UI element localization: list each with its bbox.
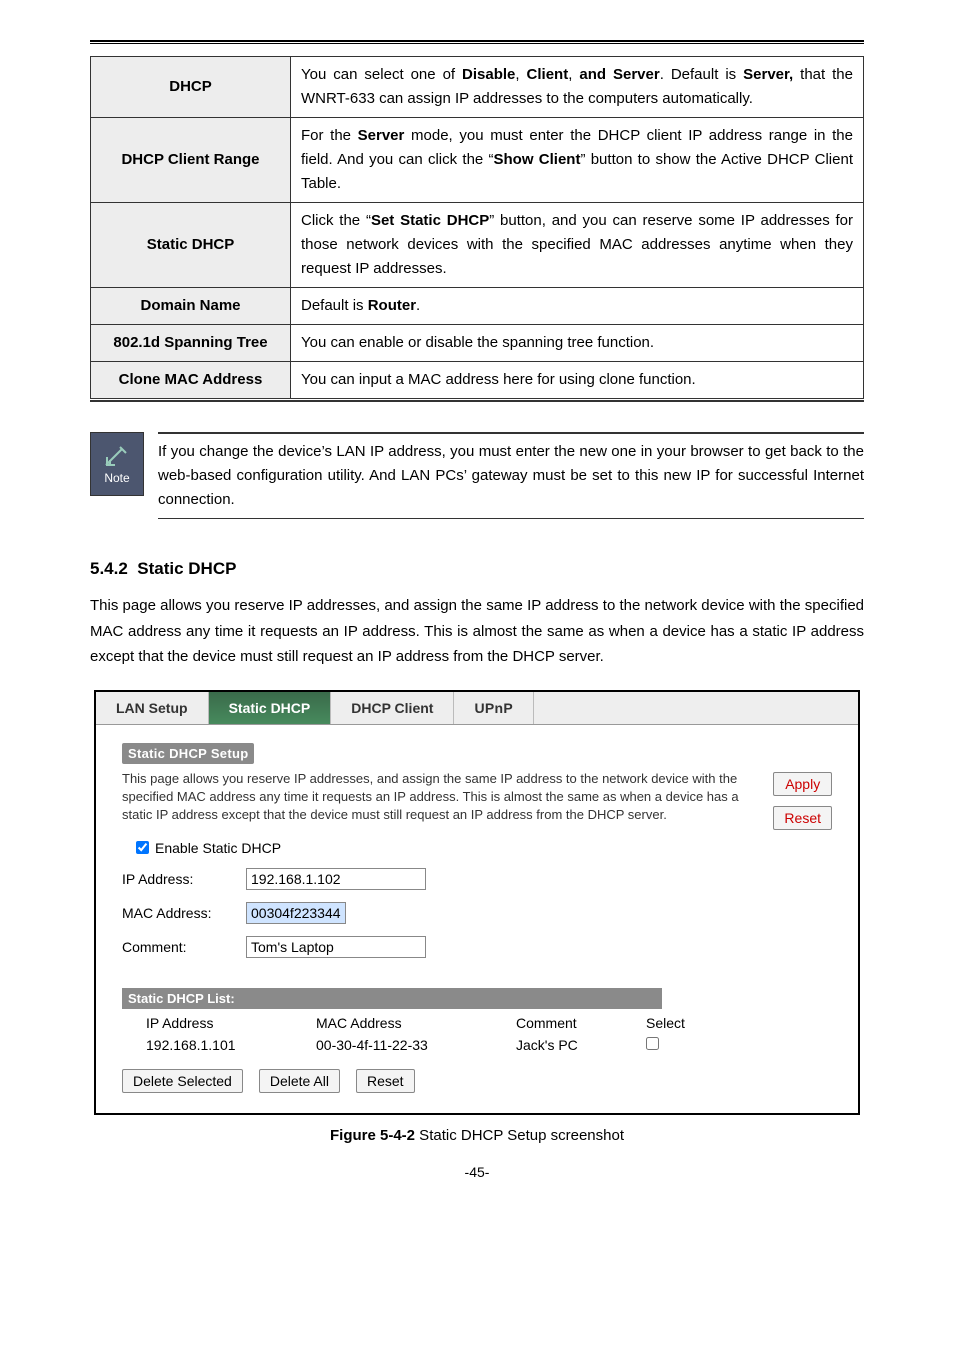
tab-lan-setup[interactable]: LAN Setup [96,692,209,724]
figure-caption: Figure 5-4-2 Static DHCP Setup screensho… [90,1127,864,1144]
list-ip: 192.168.1.101 [146,1037,316,1053]
table-row: Clone MAC AddressYou can input a MAC add… [91,362,864,399]
note-icon: Note [90,432,144,496]
section-heading: 5.4.2 Static DHCP [90,559,864,579]
table-row: Domain NameDefault is Router. [91,288,864,325]
table-bottom-rule [90,398,864,402]
reset-list-button[interactable]: Reset [356,1069,415,1093]
mac-address-input[interactable] [246,902,346,924]
enable-static-dhcp-label: Enable Static DHCP [155,840,281,856]
reset-button[interactable]: Reset [773,806,832,830]
table-row: 802.1d Spanning TreeYou can enable or di… [91,325,864,362]
param-value: You can enable or disable the spanning t… [291,325,864,362]
tab-upnp[interactable]: UPnP [454,692,534,724]
table-row: DHCP Client RangeFor the Server mode, yo… [91,118,864,203]
param-value: You can input a MAC address here for usi… [291,362,864,399]
page-number: -45- [90,1164,864,1180]
param-value: For the Server mode, you must enter the … [291,118,864,203]
param-value: You can select one of Disable, Client, a… [291,57,864,118]
list-select-checkbox[interactable] [646,1037,659,1050]
comment-input[interactable] [246,936,426,958]
tab-bar: LAN SetupStatic DHCPDHCP ClientUPnP [96,692,858,725]
note-text: If you change the device’s LAN IP addres… [158,432,864,519]
table-row: DHCPYou can select one of Disable, Clien… [91,57,864,118]
param-label: Clone MAC Address [91,362,291,399]
note-label: Note [104,471,129,485]
tab-dhcp-client[interactable]: DHCP Client [331,692,454,724]
table-row: Static DHCPClick the “Set Static DHCP” b… [91,203,864,288]
delete-selected-button[interactable]: Delete Selected [122,1069,243,1093]
param-label: Domain Name [91,288,291,325]
list-header-ip: IP Address [146,1015,316,1031]
param-label: Static DHCP [91,203,291,288]
section-number: 5.4.2 [90,559,128,578]
comment-label: Comment: [122,939,232,955]
panel-title-list: Static DHCP List: [122,988,662,1009]
list-header-comment: Comment [516,1015,646,1031]
mac-address-label: MAC Address: [122,905,232,921]
param-label: 802.1d Spanning Tree [91,325,291,362]
apply-button[interactable]: Apply [773,772,832,796]
section-title: Static DHCP [137,559,236,578]
param-label: DHCP Client Range [91,118,291,203]
delete-all-button[interactable]: Delete All [259,1069,340,1093]
list-comment: Jack's PC [516,1037,646,1053]
param-table: DHCPYou can select one of Disable, Clien… [90,56,864,399]
ip-address-input[interactable] [246,868,426,890]
ip-address-label: IP Address: [122,871,232,887]
note-block: Note If you change the device’s LAN IP a… [90,432,864,519]
section-body: This page allows you reserve IP addresse… [90,593,864,670]
param-label: DHCP [91,57,291,118]
param-value: Default is Router. [291,288,864,325]
panel-desc: This page allows you reserve IP addresse… [122,770,759,825]
figure-number: Figure 5-4-2 [330,1127,415,1144]
ui-screenshot: LAN SetupStatic DHCPDHCP ClientUPnP Stat… [94,690,860,1115]
list-header-row: IP Address MAC Address Comment Select [122,1009,832,1035]
figure-text: Static DHCP Setup screenshot [415,1127,624,1144]
list-item: 192.168.1.10100-30-4f-11-22-33Jack's PC [122,1035,832,1055]
panel-title-setup: Static DHCP Setup [122,743,254,764]
page-top-rule [90,40,864,44]
list-mac: 00-30-4f-11-22-33 [316,1037,516,1053]
list-header-select: Select [646,1015,706,1031]
enable-static-dhcp-checkbox[interactable] [136,841,149,854]
param-value: Click the “Set Static DHCP” button, and … [291,203,864,288]
list-header-mac: MAC Address [316,1015,516,1031]
tab-static-dhcp[interactable]: Static DHCP [209,692,332,724]
